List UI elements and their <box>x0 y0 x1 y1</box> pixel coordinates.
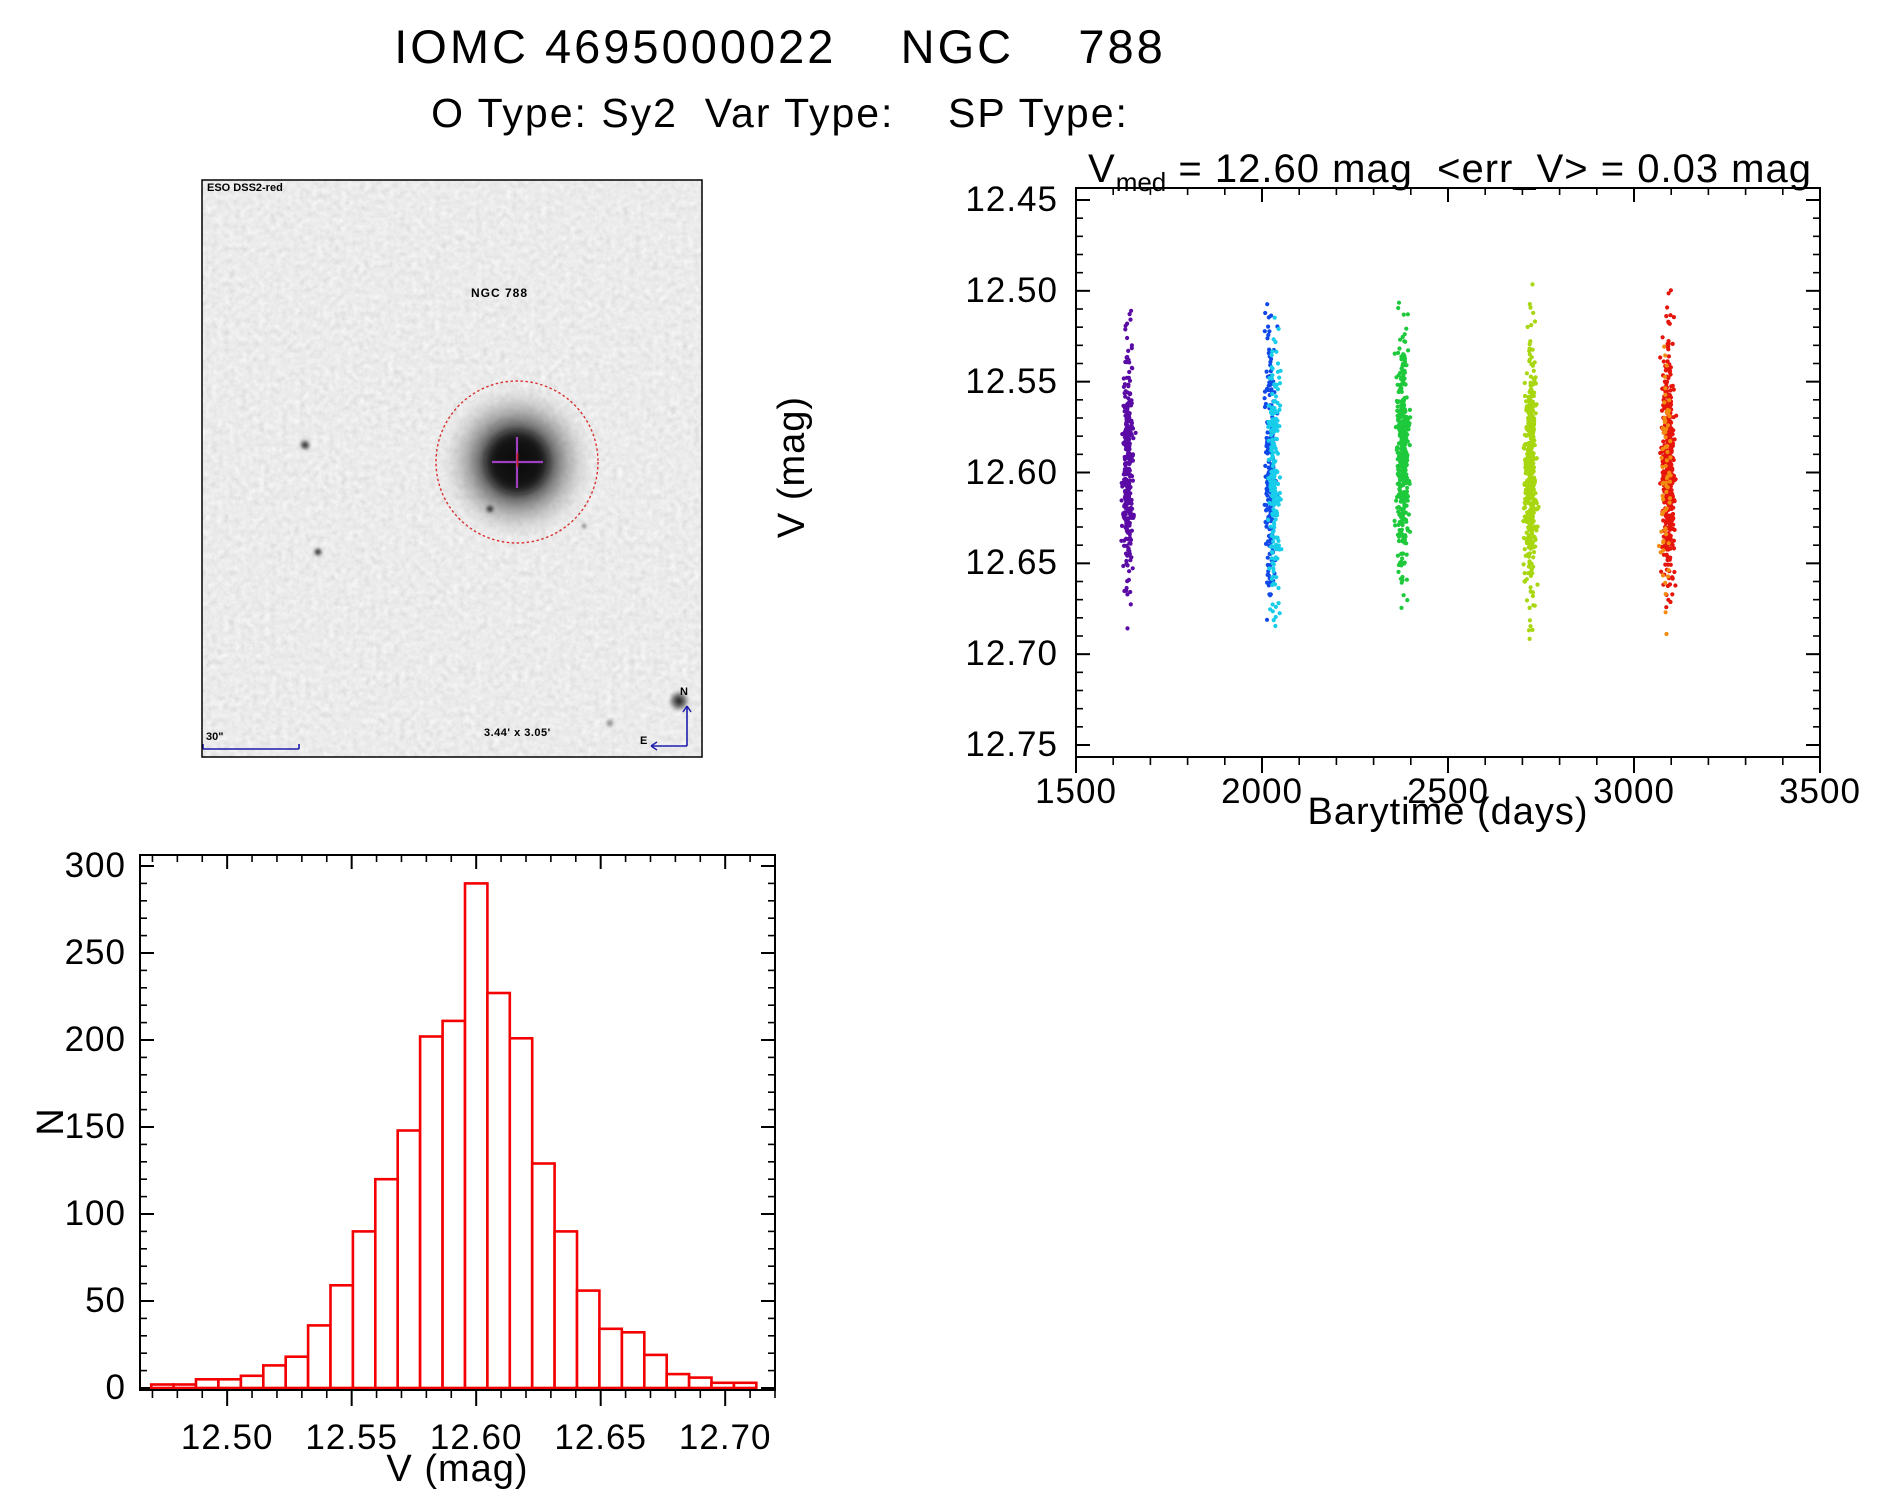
histogram-ytick-label: 50 <box>85 1281 126 1320</box>
histogram-ytick-label: 0 <box>105 1368 126 1407</box>
scatter-ytick-label: 12.70 <box>965 634 1058 674</box>
compass-east-label: E <box>640 735 648 747</box>
scatter-xtick-label: 2000 <box>1221 772 1303 811</box>
histogram-xtick-label: 12.65 <box>554 1418 647 1457</box>
finding-chart-image <box>201 179 703 758</box>
scatter-ytick-label: 12.50 <box>965 270 1058 310</box>
scatter-xtick-label: 3000 <box>1593 772 1675 811</box>
histogram-xtick-label: 12.70 <box>678 1418 772 1457</box>
object-label: NGC 788 <box>471 286 529 300</box>
scatter-xtick-label: 1500 <box>1035 772 1117 811</box>
scatter-x-axis-label: Barytime (days) <box>1307 791 1589 833</box>
scatter-ytick-label: 12.45 <box>965 180 1058 219</box>
scatter-ytick-label: 12.60 <box>965 452 1058 492</box>
scatter-y-axis-label: V (mag) <box>771 395 814 539</box>
scatter-ytick-label: 12.65 <box>965 543 1058 583</box>
scatter-title-rest: = 12.60 mag <err_V> = 0.03 mag <box>1166 147 1812 191</box>
survey-label: ESO DSS2-red <box>207 182 283 194</box>
histogram-ytick-label: 200 <box>64 1020 126 1059</box>
scatter-ytick-label: 12.75 <box>965 725 1058 764</box>
compass-north-label: N <box>680 686 688 698</box>
magnitude-histogram-plot <box>139 854 776 1406</box>
histogram-xtick-label: 12.50 <box>180 1418 274 1457</box>
field-of-view-label: 3.44' x 3.05' <box>484 727 551 739</box>
scatter-xtick-label: 3500 <box>1779 772 1861 811</box>
histogram-xtick-label: 12.55 <box>305 1418 398 1457</box>
scatter-title-sub: med <box>1115 167 1167 197</box>
histogram-xtick-label: 12.60 <box>429 1418 523 1457</box>
scatter-title: Vmed = 12.60 mag <err_V> = 0.03 mag <box>950 148 1889 196</box>
scatter-ytick-label: 12.55 <box>965 361 1058 401</box>
histogram-ytick-label: 150 <box>64 1107 126 1146</box>
lightcurve-scatter-plot <box>1075 187 1821 773</box>
histogram-ytick-label: 250 <box>64 933 126 972</box>
scatter-xtick-label: 2500 <box>1407 772 1489 811</box>
histogram-x-axis-label: V (mag) <box>386 1448 529 1490</box>
page-subtitle: O Type: Sy2 Var Type: SP Type: <box>431 90 1129 136</box>
scatter-title-v: V <box>1088 147 1116 191</box>
page-title: IOMC 4695000022 NGC 788 <box>394 20 1166 73</box>
scale-bar-label: 30" <box>206 731 224 743</box>
histogram-ytick-label: 100 <box>64 1194 126 1233</box>
histogram-ytick-label: 300 <box>64 846 126 885</box>
